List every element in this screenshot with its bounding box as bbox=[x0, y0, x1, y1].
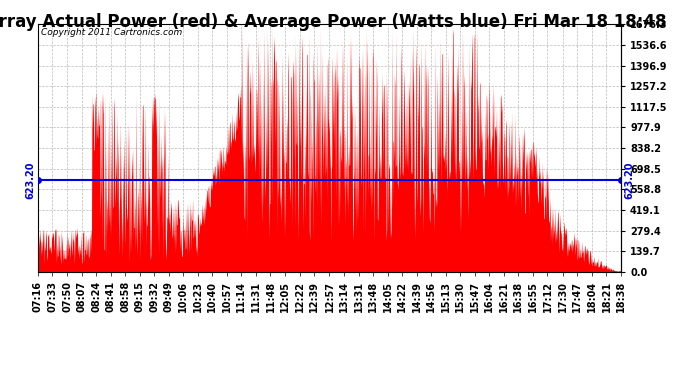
Text: West Array Actual Power (red) & Average Power (Watts blue) Fri Mar 18 18:48: West Array Actual Power (red) & Average … bbox=[0, 13, 667, 31]
Text: 623.20: 623.20 bbox=[624, 161, 634, 199]
Text: Copyright 2011 Cartronics.com: Copyright 2011 Cartronics.com bbox=[41, 28, 182, 37]
Text: 623.20: 623.20 bbox=[25, 161, 35, 199]
